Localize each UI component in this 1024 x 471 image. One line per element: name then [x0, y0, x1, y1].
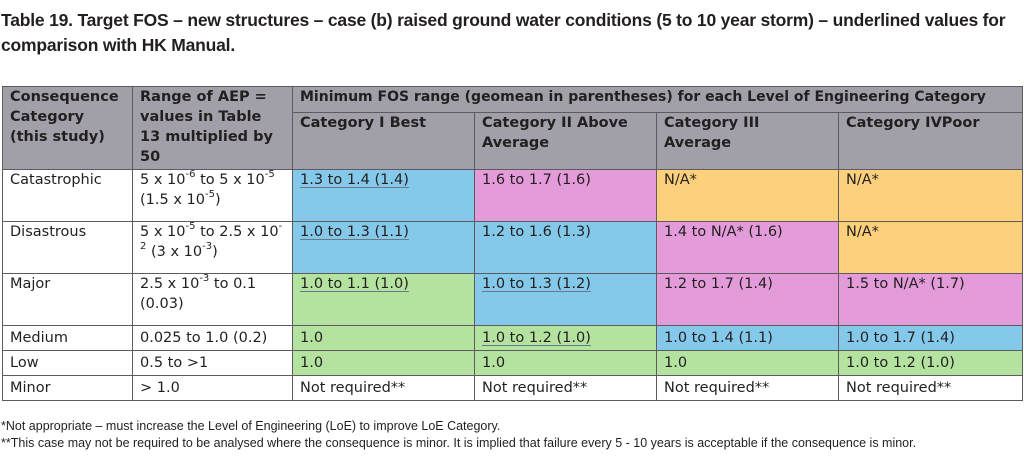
header-aep-range: Range of AEP = values in Table 13 multip… [132, 86, 293, 170]
aep-range: 5 x 10-5 to 2.5 x 10-2 (3 x 10-3) [132, 221, 293, 274]
fos-cell: 1.2 to 1.6 (1.3) [474, 221, 657, 274]
fos-cell: 1.0 to 1.3 (1.2) [474, 273, 657, 326]
table-row: Medium 0.025 to 1.0 (0.2) 1.0 1.0 to 1.2… [2, 325, 1023, 351]
header-min-fos-range: Minimum FOS range (geomean in parenthese… [292, 86, 1023, 113]
fos-cell: 1.0 to 1.3 (1.1) [292, 221, 475, 274]
fos-cell: 1.0 [656, 350, 839, 376]
footnote-not-required: **This case may not be required to be an… [1, 436, 917, 450]
fos-cell: 1.2 to 1.7 (1.4) [656, 273, 839, 326]
fos-cell: N/A* [838, 169, 1023, 222]
table-row: Low 0.5 to >1 1.0 1.0 1.0 1.0 to 1.2 (1.… [2, 350, 1023, 376]
fos-cell: 1.5 to N/A* (1.7) [838, 273, 1023, 326]
consequence-label: Catastrophic [2, 169, 133, 222]
fos-cell: Not required** [838, 375, 1023, 401]
table-row: Minor > 1.0 Not required** Not required*… [2, 375, 1023, 401]
table-row: Major 2.5 x 10-3 to 0.1 (0.03) 1.0 to 1.… [2, 273, 1023, 326]
header-category-iii: Category III Average [656, 112, 839, 170]
fos-cell: 1.0 to 1.2 (1.0) [474, 325, 657, 351]
consequence-label: Major [2, 273, 133, 326]
footnote-not-appropriate: *Not appropriate – must increase the Lev… [1, 419, 501, 433]
aep-range: 2.5 x 10-3 to 0.1 (0.03) [132, 273, 293, 326]
fos-cell: 1.6 to 1.7 (1.6) [474, 169, 657, 222]
fos-cell: Not required** [474, 375, 657, 401]
fos-cell: 1.0 to 1.2 (1.0) [838, 350, 1023, 376]
fos-cell: 1.4 to N/A* (1.6) [656, 221, 839, 274]
aep-range: 5 x 10-6 to 5 x 10-5 (1.5 x 10-5) [132, 169, 293, 222]
fos-cell: 1.0 [292, 350, 475, 376]
header-category-i: Category I Best [292, 112, 475, 170]
fos-cell: 1.3 to 1.4 (1.4) [292, 169, 475, 222]
consequence-label: Disastrous [2, 221, 133, 274]
header-category-iv: Category IVPoor [838, 112, 1023, 170]
aep-range: > 1.0 [132, 375, 293, 401]
fos-cell: Not required** [656, 375, 839, 401]
consequence-label: Low [2, 350, 133, 376]
aep-range: 0.025 to 1.0 (0.2) [132, 325, 293, 351]
fos-table: Consequence Category (this study) Range … [2, 86, 1023, 401]
consequence-label: Medium [2, 325, 133, 351]
table-row: Disastrous 5 x 10-5 to 2.5 x 10-2 (3 x 1… [2, 221, 1023, 274]
fos-cell: 1.0 to 1.4 (1.1) [656, 325, 839, 351]
footnotes: *Not appropriate – must increase the Lev… [1, 418, 1016, 452]
fos-cell: 1.0 to 1.7 (1.4) [838, 325, 1023, 351]
fos-cell: Not required** [292, 375, 475, 401]
header-consequence-category: Consequence Category (this study) [2, 86, 133, 170]
fos-cell: 1.0 to 1.1 (1.0) [292, 273, 475, 326]
table-caption: Table 19. Target FOS – new structures – … [1, 10, 1006, 55]
fos-cell: 1.0 [292, 325, 475, 351]
consequence-label: Minor [2, 375, 133, 401]
fos-cell: N/A* [656, 169, 839, 222]
aep-range: 0.5 to >1 [132, 350, 293, 376]
fos-cell: 1.0 [474, 350, 657, 376]
table-row: Catastrophic 5 x 10-6 to 5 x 10-5 (1.5 x… [2, 169, 1023, 222]
fos-cell: N/A* [838, 221, 1023, 274]
header-category-ii: Category II Above Average [474, 112, 657, 170]
